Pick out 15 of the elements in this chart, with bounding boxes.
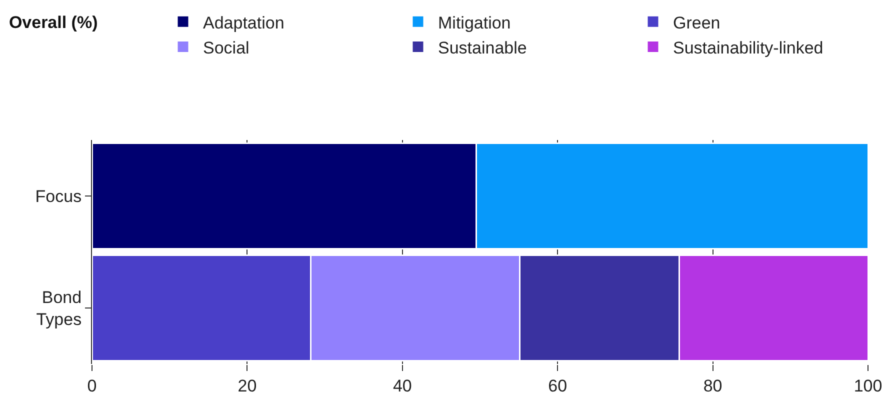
x-tick-label: 0: [87, 376, 97, 396]
legend-label: Green: [673, 13, 720, 32]
legend-label: Mitigation: [438, 13, 511, 32]
x-tick-label: 100: [854, 376, 882, 396]
x-tick-label: 20: [238, 376, 257, 396]
x-tick-label: 80: [703, 376, 722, 396]
legend-label: Sustainable: [438, 38, 527, 58]
y-tick-label: Focus: [35, 186, 82, 206]
x-tick-label: 40: [392, 376, 412, 396]
y-tick-label: Bond Types: [36, 288, 82, 329]
chart-title: Overall (%): [8, 13, 98, 32]
x-tick-label: 60: [548, 376, 568, 396]
legend-label: Social: [203, 38, 250, 58]
legend-label: Sustainability-linked: [673, 38, 824, 58]
legend-label: Adaptation: [203, 13, 284, 32]
